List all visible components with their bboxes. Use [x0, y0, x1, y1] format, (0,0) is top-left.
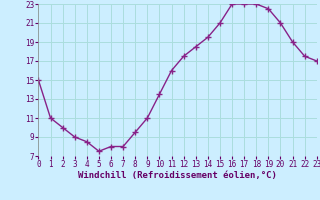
X-axis label: Windchill (Refroidissement éolien,°C): Windchill (Refroidissement éolien,°C) [78, 171, 277, 180]
